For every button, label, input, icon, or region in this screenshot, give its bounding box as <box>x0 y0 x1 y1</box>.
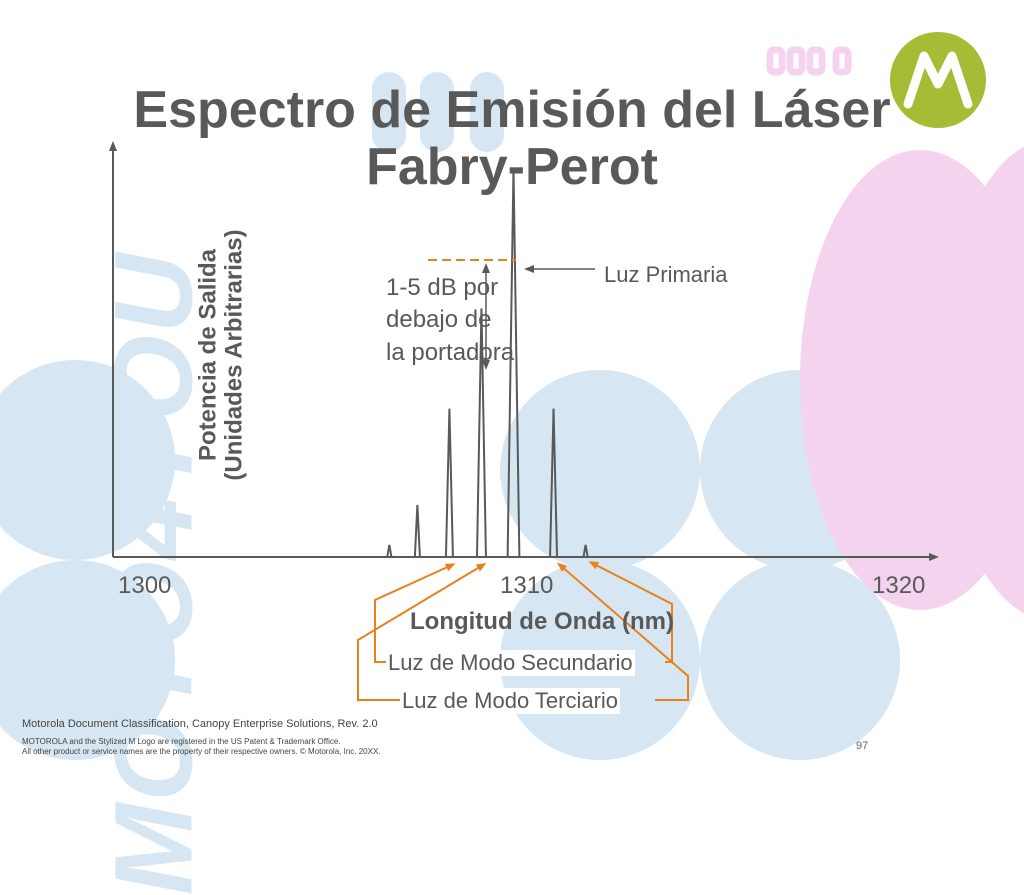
motorola-logo <box>890 32 986 128</box>
spectrum-peak <box>549 408 559 558</box>
secondary-callout-line-left <box>374 563 456 663</box>
title-line-1: Espectro de Emisión del Láser <box>133 81 891 139</box>
slide-title: Espectro de Emisión del Láser Fabry-Pero… <box>40 81 984 197</box>
footer-classification: Motorola Document Classification, Canopy… <box>22 718 378 730</box>
tertiary-mode-label: Luz de Modo Terciario <box>400 688 621 714</box>
decor-blue-bar <box>470 72 504 152</box>
spectrum-peak <box>444 408 454 558</box>
spectrum-peaks <box>386 168 589 558</box>
decor-blue-circle <box>0 560 175 760</box>
spectrum-peak <box>475 308 487 558</box>
x-tick-label: 1310 <box>500 572 554 599</box>
motorola-m-icon <box>903 51 973 109</box>
spectrum-chart <box>109 141 939 701</box>
tertiary-callout-line-right <box>556 562 689 701</box>
x-tick-label: 1320 <box>872 572 926 599</box>
x-tick-label: 1300 <box>118 572 172 599</box>
decor-pink-glyph <box>806 46 826 76</box>
y-axis-label-line-2: (Unidades Arbitrarias) <box>221 229 248 481</box>
decor-blue-bar <box>420 72 454 152</box>
footer-trademark-line-2: All other product or service names are t… <box>22 747 381 756</box>
page-number: 97 <box>856 740 869 752</box>
tertiary-callout-line-left <box>357 562 487 701</box>
spectrum-peak <box>506 168 521 558</box>
decor-pink-glyph <box>832 46 852 76</box>
slide: MOTO4YOU Espectro de Emisión del Láser F… <box>0 32 1024 895</box>
primary-light-label: Luz Primaria <box>604 262 728 287</box>
title-line-2: Fabry-Perot <box>366 138 658 197</box>
decor-pink-glyph <box>786 46 806 76</box>
chart-annotations <box>357 259 689 701</box>
spectrum-peak <box>582 544 589 558</box>
decor-pink-glyph <box>766 46 786 76</box>
decor-blue-bar <box>372 72 406 152</box>
below-carrier-note: 1-5 dB por debajo de la portadora <box>386 274 515 366</box>
spectrum-peak <box>413 504 421 558</box>
spectrum-peak <box>386 544 393 558</box>
y-axis-label-line-1: Potencia de Salida <box>194 248 222 462</box>
secondary-callout-line-right <box>588 561 673 663</box>
y-axis-label: Potencia de Salida (Unidades Arbitrarias… <box>194 229 249 481</box>
x-axis-label: Longitud de Onda (nm) <box>410 608 674 635</box>
footer-trademark-line-1: MOTOROLA and the Stylized M Logo are reg… <box>22 737 341 746</box>
decor-blue-circle <box>700 560 900 760</box>
decor-blue-circle <box>0 360 175 560</box>
decor-pink-arc <box>940 146 1024 614</box>
secondary-mode-label: Luz de Modo Secundario <box>386 650 635 676</box>
